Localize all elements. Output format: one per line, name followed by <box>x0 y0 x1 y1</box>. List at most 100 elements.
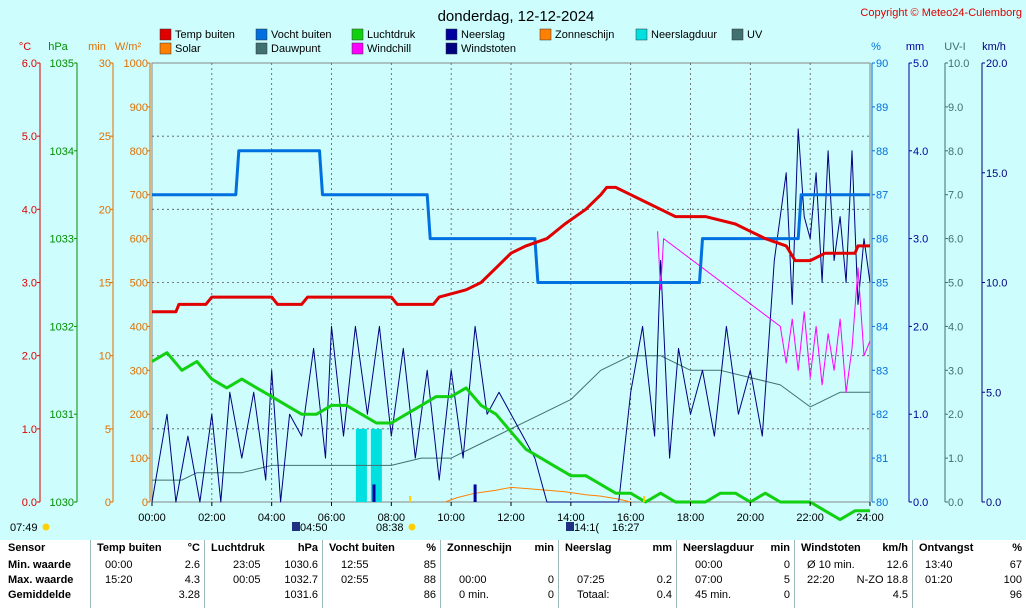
stats-header: Luchtdruk <box>211 542 265 554</box>
x-tick-label: 20:00 <box>737 512 765 524</box>
axis-tick-label: 1000 <box>124 58 148 70</box>
stats-value: 0.2 <box>656 574 672 586</box>
stats-col-humidity: Vocht buiten% 12:55 85 02:55 88 86 <box>322 540 440 608</box>
axis-tick-label: 5 <box>105 424 111 436</box>
legend-label: Dauwpunt <box>271 43 321 55</box>
axis-tick-label: 10.0 <box>986 278 1007 290</box>
axis-tick-label: 0.0 <box>913 497 928 509</box>
legend-label: Temp buiten <box>175 29 235 41</box>
axis-tick-label: 5.0 <box>22 131 37 143</box>
axis-tick-label: 3.0 <box>913 234 928 246</box>
axis-tick-label: 1030 <box>50 497 74 509</box>
stats-col-sun: Zonneschijn min 00:00 0 0 min. 0 <box>440 540 558 608</box>
axis-tick-label: 800 <box>130 146 148 158</box>
axis-tick-label: 0.0 <box>986 497 1001 509</box>
axis-tick-label: 83 <box>876 365 888 377</box>
stats-header: Ontvangst <box>919 542 974 554</box>
axis-tick-label: 700 <box>130 190 148 202</box>
x-tick-label: 24:00 <box>856 512 884 524</box>
moon-icon <box>566 522 574 531</box>
series-line-windchill <box>657 231 871 393</box>
stats-value: 0 <box>547 574 554 586</box>
stats-col-wind: Windstoten km/h Ø 10 min. 12.6 22:20 N-ZO 18.… <box>794 540 912 608</box>
axis-tick-label: 2.0 <box>913 321 928 333</box>
stats-col-sensor: Sensor Min. waarde Max. waarde Gemiddeld… <box>0 540 90 608</box>
stats-value: 96 <box>1009 589 1022 601</box>
legend-label: Solar <box>175 43 201 55</box>
axis-tick-label: 82 <box>876 409 888 421</box>
stats-value: N-ZO 18.8 <box>856 574 908 586</box>
axis-tick-label: 1035 <box>50 58 74 70</box>
x-tick-label: 08:00 <box>378 512 406 524</box>
axis-tick-label: 400 <box>130 321 148 333</box>
stats-value: 4.3 <box>184 574 200 586</box>
axis-tick-label: 5.0 <box>948 278 963 290</box>
legend-label: Vocht buiten <box>271 29 332 41</box>
stats-value: 0 <box>783 589 790 601</box>
stats-time: 00:00 <box>105 559 133 571</box>
copyright-link[interactable]: Copyright © Meteo24-Culemborg <box>860 7 1022 19</box>
axis-tick-label: 25 <box>99 131 111 143</box>
axis-tick-label: 8.0 <box>948 146 963 158</box>
x-tick-label: 16:00 <box>617 512 645 524</box>
x-tick-label: 10:00 <box>437 512 465 524</box>
axis-unit: min <box>88 41 106 53</box>
stats-col-temp: Temp buiten °C 00:00 2.6 15:20 4.3 3.28 <box>90 540 204 608</box>
axis-tick-label: 900 <box>130 102 148 114</box>
axis-tick-label: 81 <box>876 453 888 465</box>
legend-swatch <box>351 28 364 41</box>
axis-tick-label: 300 <box>130 365 148 377</box>
legend-label: UV <box>747 29 763 41</box>
legend: Temp buiten Vocht buiten Luchtdruk Neerslag… <box>159 28 763 55</box>
stats-time: 01:20 <box>925 574 953 586</box>
x-tick-label: 06:00 <box>318 512 346 524</box>
legend-label: Windstoten <box>461 43 516 55</box>
stats-value: 12.6 <box>886 559 908 571</box>
axis-tick-label: 5.0 <box>913 58 928 70</box>
stats-time: 13:40 <box>925 559 953 571</box>
axis-tick-label: 200 <box>130 409 148 421</box>
axis-unit: mm <box>906 41 924 53</box>
stats-unit: °C <box>187 542 200 554</box>
axis-tick-label: 0 <box>105 497 111 509</box>
axis-unit: UV-I <box>944 41 965 53</box>
x-tick-label: 22:00 <box>796 512 824 524</box>
x-tick-label: 02:00 <box>198 512 226 524</box>
stats-unit: km/h <box>882 542 908 554</box>
axis-tick-label: 86 <box>876 234 888 246</box>
stats-value: 3.28 <box>178 589 200 601</box>
day-label-moon: 14:1( <box>574 522 599 534</box>
stats-time: 07:00 <box>695 574 723 586</box>
axis-tick-label: 1031 <box>50 409 74 421</box>
stats-header: Sensor <box>8 542 46 554</box>
chart-title: donderdag, 12-12-2024 <box>438 8 595 25</box>
sun-icon <box>408 523 416 531</box>
stats-header: Temp buiten <box>97 542 162 554</box>
weather-chart: donderdag, 12-12-2024 Copyright © Meteo2… <box>10 7 1022 534</box>
day-label-sunrise: 07:49 <box>10 522 38 534</box>
stats-value: 0 <box>547 589 554 601</box>
day-labels: 07:49 04:50 08:38 14:1(16:27 <box>10 496 646 534</box>
stats-col-rainduration: Neerslagduur min 00:00 0 07:00 5 45 min. 0 <box>676 540 794 608</box>
stats-time: 45 min. <box>695 589 732 601</box>
legend-swatch <box>539 28 552 41</box>
legend-label: Windchill <box>367 43 411 55</box>
stats-time: 00:05 <box>233 574 261 586</box>
axis-unit: hPa <box>48 41 68 53</box>
axis-tick-label: 90 <box>876 58 888 70</box>
axis-tick-label: 0.0 <box>948 497 963 509</box>
x-tick-label: 14:00 <box>557 512 585 524</box>
stats-time: Ø 10 min. <box>807 559 855 571</box>
stats-time: Totaal: <box>577 589 610 601</box>
stats-value: 0.4 <box>656 589 672 601</box>
stats-time: 12:55 <box>341 559 369 571</box>
series-line-dauwpunt <box>152 355 870 481</box>
legend-label: Neerslag <box>461 29 505 41</box>
axis-tick-label: 9.0 <box>948 102 963 114</box>
axes: °C 6.0 5.0 4.0 3.0 2.0 1.0 0.0 hPa 1035 1034 1033 10… <box>19 41 1008 509</box>
legend-swatch <box>255 42 268 55</box>
legend-swatch <box>351 42 364 55</box>
axis-tick-label: 30 <box>99 58 111 70</box>
stats-unit: min <box>534 542 554 554</box>
axis-tick-label: 500 <box>130 278 148 290</box>
